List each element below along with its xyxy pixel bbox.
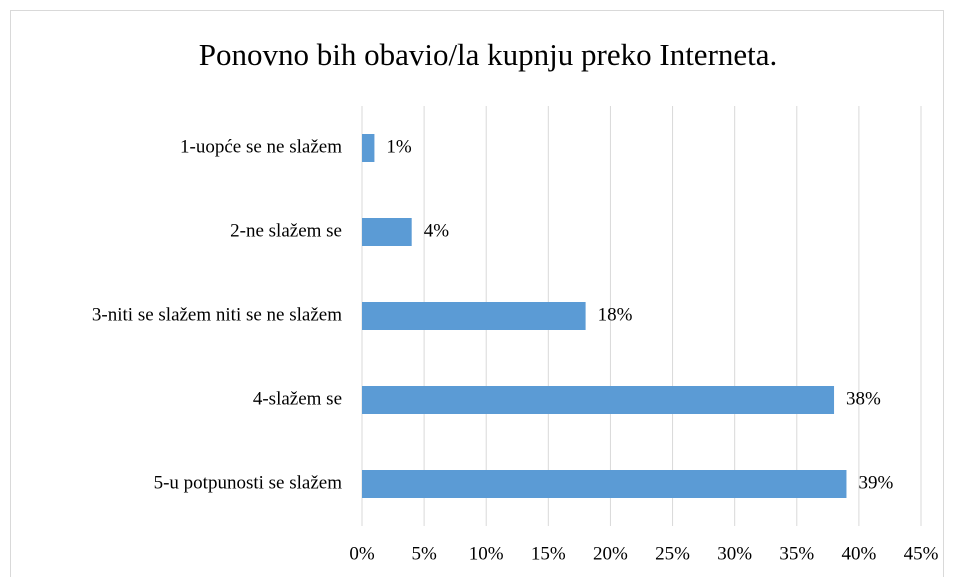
y-tick-label: 3-niti se slažem niti se ne slažem xyxy=(92,304,342,325)
y-tick-label: 2-ne slažem se xyxy=(230,220,342,241)
x-tick-label: 10% xyxy=(469,543,504,564)
x-tick-label: 25% xyxy=(655,543,690,564)
x-tick-label: 30% xyxy=(717,543,752,564)
bar xyxy=(362,218,412,246)
x-tick-label: 0% xyxy=(349,543,375,564)
y-tick-label: 1-uopće se ne slažem xyxy=(180,136,342,157)
bar xyxy=(362,386,835,414)
data-label: 39% xyxy=(858,472,893,493)
bar xyxy=(362,134,375,162)
x-tick-label: 40% xyxy=(841,543,876,564)
bar xyxy=(362,470,847,498)
x-tick-label: 5% xyxy=(411,543,437,564)
data-label: 18% xyxy=(598,304,633,325)
data-label: 4% xyxy=(424,220,450,241)
y-tick-label: 5-u potpunosti se slažem xyxy=(154,472,343,493)
x-tick-label: 20% xyxy=(593,543,628,564)
data-label: 1% xyxy=(386,136,412,157)
x-tick-label: 15% xyxy=(531,543,566,564)
x-tick-label: 45% xyxy=(904,543,939,564)
chart-title: Ponovno bih obavio/la kupnju preko Inter… xyxy=(199,37,778,72)
bar xyxy=(362,302,586,330)
y-tick-label: 4-slažem se xyxy=(253,388,342,409)
data-label: 38% xyxy=(846,388,881,409)
x-tick-label: 35% xyxy=(779,543,814,564)
